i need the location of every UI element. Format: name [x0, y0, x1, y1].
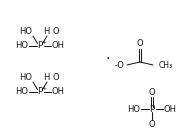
Text: HO: HO [127, 105, 140, 113]
Text: O: O [52, 27, 59, 36]
Text: HO: HO [16, 88, 28, 96]
Text: P: P [37, 88, 43, 96]
Text: -O: -O [115, 60, 125, 70]
Text: P: P [149, 105, 155, 113]
Text: CH₃: CH₃ [159, 60, 173, 70]
Text: OH: OH [51, 88, 64, 96]
Text: +: + [41, 40, 46, 45]
Text: O: O [52, 74, 59, 83]
Text: O: O [149, 120, 155, 129]
Text: HO: HO [20, 27, 32, 36]
Text: O: O [149, 88, 155, 97]
Text: HO: HO [20, 74, 32, 83]
Text: HO: HO [16, 42, 28, 51]
Text: H: H [43, 74, 50, 83]
Text: ·: · [106, 52, 110, 66]
Text: O: O [137, 40, 143, 49]
Text: OH: OH [51, 42, 64, 51]
Text: +: + [41, 86, 46, 91]
Text: P: P [37, 42, 43, 51]
Text: H: H [43, 27, 50, 36]
Text: OH: OH [164, 105, 177, 113]
